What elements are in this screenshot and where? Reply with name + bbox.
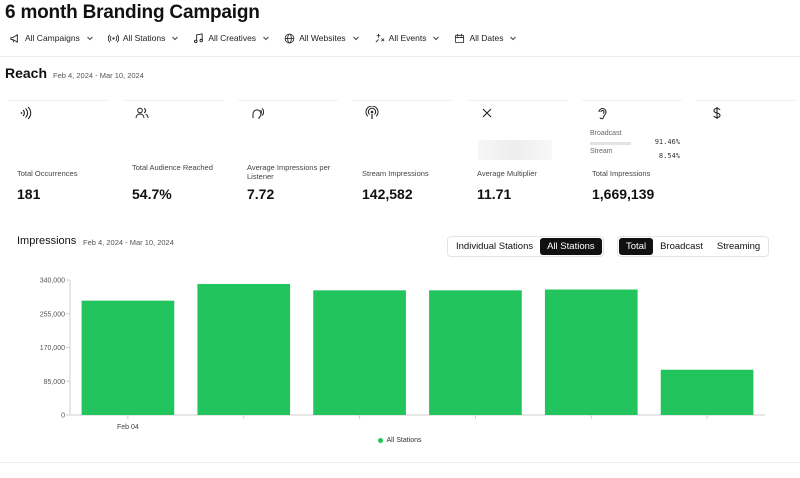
bar bbox=[544, 289, 638, 415]
chevron-down-icon bbox=[352, 36, 359, 41]
metric-label: Total Audience Reached bbox=[132, 163, 213, 172]
y-tick-label: 340,000 bbox=[40, 278, 65, 285]
toggle-individual-stations[interactable]: Individual Stations bbox=[456, 241, 534, 252]
filter-label: All Events bbox=[388, 33, 427, 43]
impressions-heading: Impressions bbox=[17, 235, 77, 247]
metric-cost bbox=[690, 92, 800, 210]
toggle-total[interactable]: Total bbox=[619, 238, 654, 255]
metric-label: Total Occurrences bbox=[17, 169, 78, 178]
metric-divider bbox=[124, 100, 224, 101]
station-view-toggle: Individual Stations All Stations bbox=[447, 236, 604, 257]
y-tick-label: 170,000 bbox=[40, 345, 65, 352]
bar bbox=[429, 290, 522, 415]
y-tick-label: 0 bbox=[61, 413, 65, 420]
music-note-icon bbox=[194, 32, 204, 43]
filter-label: All Creatives bbox=[208, 33, 257, 43]
y-tick-label: 255,000 bbox=[40, 311, 65, 318]
legend-swatch bbox=[378, 437, 384, 443]
chevron-down-icon bbox=[433, 36, 440, 41]
metric-divider bbox=[468, 100, 568, 101]
metric-total-audience: Total Audience Reached 54.7% bbox=[115, 92, 230, 210]
metric-total-occurrences: Total Occurrences 181 bbox=[0, 92, 115, 210]
toggle-broadcast[interactable]: Broadcast bbox=[660, 241, 703, 252]
metric-divider bbox=[238, 100, 338, 101]
metric-label: Average Impressions per Listener bbox=[247, 163, 331, 181]
metric-value: 54.7% bbox=[132, 186, 172, 202]
filter-label: All Websites bbox=[299, 33, 346, 43]
filter-label: All Dates bbox=[469, 33, 504, 43]
bar bbox=[197, 283, 291, 415]
footer-divider bbox=[0, 462, 800, 463]
impressions-split: Broadcast 91.46% Stream 8.54% bbox=[590, 130, 680, 160]
metric-stream-impressions: Stream Impressions 142,582 bbox=[345, 92, 460, 210]
metric-label: Average Multiplier bbox=[477, 169, 537, 178]
metric-divider bbox=[8, 100, 108, 101]
split-row-broadcast: Broadcast 91.46% bbox=[590, 130, 680, 148]
metrics-row: Total Occurrences 181 Total Audience Rea… bbox=[0, 92, 800, 210]
listener-head-icon bbox=[252, 108, 264, 119]
chevron-down-icon bbox=[510, 36, 517, 41]
filter-creatives[interactable]: All Creatives bbox=[193, 30, 270, 46]
signal-waves-icon bbox=[20, 106, 32, 120]
x-tick-label: Feb 04 bbox=[117, 424, 139, 431]
metric-average-impressions: Average Impressions per Listener 7.72 bbox=[230, 92, 345, 210]
metric-value: 181 bbox=[17, 186, 41, 202]
multiplier-sparkline-placeholder bbox=[478, 140, 552, 160]
broadcast-icon bbox=[107, 34, 119, 42]
header-divider bbox=[0, 56, 800, 57]
ear-icon bbox=[598, 108, 607, 120]
metric-average-multiplier: Average Multiplier 11.71 bbox=[460, 92, 575, 210]
impressions-date-range: Feb 4, 2024 - Mar 10, 2024 bbox=[83, 238, 174, 247]
metric-divider bbox=[696, 100, 796, 101]
toggle-streaming[interactable]: Streaming bbox=[716, 241, 761, 252]
calendar-icon bbox=[455, 33, 465, 43]
chevron-down-icon bbox=[263, 36, 269, 41]
filter-label: All Campaigns bbox=[25, 33, 80, 43]
podcast-icon bbox=[365, 106, 379, 119]
chevron-down-icon bbox=[172, 36, 179, 41]
reach-heading: Reach bbox=[5, 65, 48, 81]
split-value: 8.54% bbox=[658, 152, 680, 160]
filter-stations[interactable]: All Stations bbox=[107, 30, 180, 46]
y-tick-label: 85,000 bbox=[44, 379, 66, 386]
split-value: 91.46% bbox=[654, 138, 680, 146]
split-row-stream: Stream 8.54% bbox=[590, 148, 680, 160]
reach-date-range: Feb 4, 2024 - Mar 10, 2024 bbox=[53, 71, 144, 80]
toggle-all-stations[interactable]: All Stations bbox=[540, 238, 602, 255]
metric-value: 142,582 bbox=[362, 186, 413, 202]
filter-events[interactable]: All Events bbox=[374, 30, 441, 46]
impression-type-toggle: Total Broadcast Streaming bbox=[617, 236, 770, 257]
impressions-bar-chart: 0 85,000 170,000 255,000 340,000 Feb 04 bbox=[40, 278, 765, 431]
chart-legend: All Stations bbox=[0, 437, 800, 444]
metric-label: Stream Impressions bbox=[362, 169, 429, 178]
bar bbox=[313, 290, 406, 415]
globe-icon bbox=[284, 33, 295, 43]
impressions-chart: 0 85,000 170,000 255,000 340,000 Feb 04 bbox=[0, 265, 800, 450]
dollar-icon bbox=[713, 107, 721, 119]
metric-value: 1,669,139 bbox=[592, 186, 655, 202]
legend-label: All Stations bbox=[386, 437, 422, 444]
bar bbox=[660, 369, 754, 415]
sparkle-icon bbox=[375, 33, 385, 42]
megaphone-icon bbox=[10, 33, 18, 43]
metric-value: 11.71 bbox=[477, 186, 512, 202]
filter-bar: All Campaigns All Stations All Creatives… bbox=[10, 30, 517, 46]
page-title: 6 month Branding Campaign bbox=[5, 2, 260, 23]
metric-divider bbox=[582, 100, 682, 101]
split-label: Broadcast bbox=[590, 130, 622, 137]
split-label: Stream bbox=[590, 148, 613, 155]
split-bar bbox=[590, 142, 631, 145]
multiply-icon bbox=[482, 108, 492, 118]
metric-divider bbox=[352, 100, 452, 101]
metric-value: 7.72 bbox=[247, 186, 275, 202]
metric-label: Total Impressions bbox=[592, 169, 651, 178]
filter-websites[interactable]: All Websites bbox=[284, 30, 360, 46]
filter-label: All Stations bbox=[122, 33, 166, 43]
filter-campaigns[interactable]: All Campaigns bbox=[10, 30, 94, 46]
users-icon bbox=[135, 107, 149, 119]
bar bbox=[81, 300, 175, 415]
metric-total-impressions: Total Impressions 1,669,139 bbox=[575, 92, 690, 210]
filter-dates[interactable]: All Dates bbox=[454, 30, 517, 46]
chevron-down-icon bbox=[86, 36, 93, 41]
